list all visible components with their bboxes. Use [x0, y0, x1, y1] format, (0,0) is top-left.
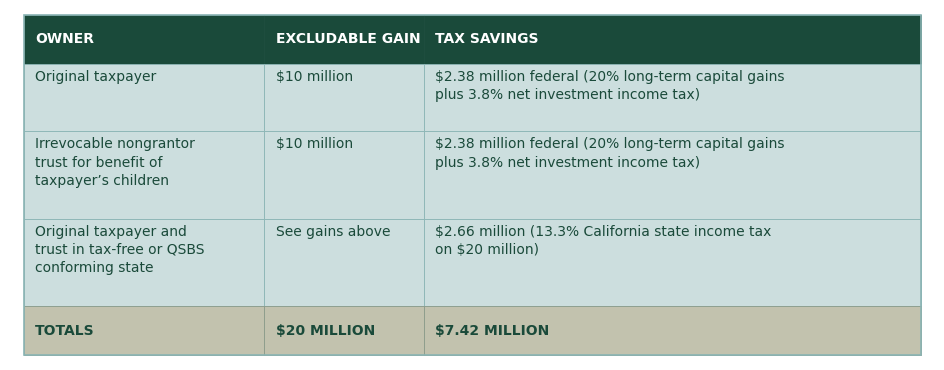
- Text: Irrevocable nongrantor
trust for benefit of
taxpayer’s children: Irrevocable nongrantor trust for benefit…: [35, 137, 194, 188]
- Text: $2.38 million federal (20% long-term capital gains
plus 3.8% net investment inco: $2.38 million federal (20% long-term cap…: [435, 70, 784, 102]
- Bar: [264, 64, 424, 131]
- Bar: [24, 64, 264, 131]
- Text: $2.38 million federal (20% long-term capital gains
plus 3.8% net investment inco: $2.38 million federal (20% long-term cap…: [435, 137, 784, 169]
- Bar: [424, 131, 920, 219]
- Text: $7.42 MILLION: $7.42 MILLION: [435, 324, 549, 338]
- Bar: [264, 15, 424, 64]
- Bar: [424, 219, 920, 306]
- Text: EXCLUDABLE GAIN: EXCLUDABLE GAIN: [276, 32, 420, 46]
- Bar: [24, 219, 264, 306]
- Text: Original taxpayer: Original taxpayer: [35, 70, 156, 84]
- Text: $20 MILLION: $20 MILLION: [276, 324, 375, 338]
- Bar: [24, 131, 264, 219]
- Bar: [264, 131, 424, 219]
- Text: $2.66 million (13.3% California state income tax
on $20 million): $2.66 million (13.3% California state in…: [435, 225, 771, 257]
- Bar: [424, 306, 920, 355]
- Bar: [424, 64, 920, 131]
- Text: $10 million: $10 million: [276, 137, 352, 151]
- Text: $10 million: $10 million: [276, 70, 352, 84]
- Text: See gains above: See gains above: [276, 225, 390, 239]
- Text: TOTALS: TOTALS: [35, 324, 94, 338]
- Bar: [264, 219, 424, 306]
- Bar: [24, 306, 264, 355]
- Text: OWNER: OWNER: [35, 32, 93, 46]
- Text: Original taxpayer and
trust in tax-free or QSBS
conforming state: Original taxpayer and trust in tax-free …: [35, 225, 204, 275]
- Bar: [24, 15, 264, 64]
- Bar: [264, 306, 424, 355]
- Text: TAX SAVINGS: TAX SAVINGS: [435, 32, 538, 46]
- Bar: [424, 15, 920, 64]
